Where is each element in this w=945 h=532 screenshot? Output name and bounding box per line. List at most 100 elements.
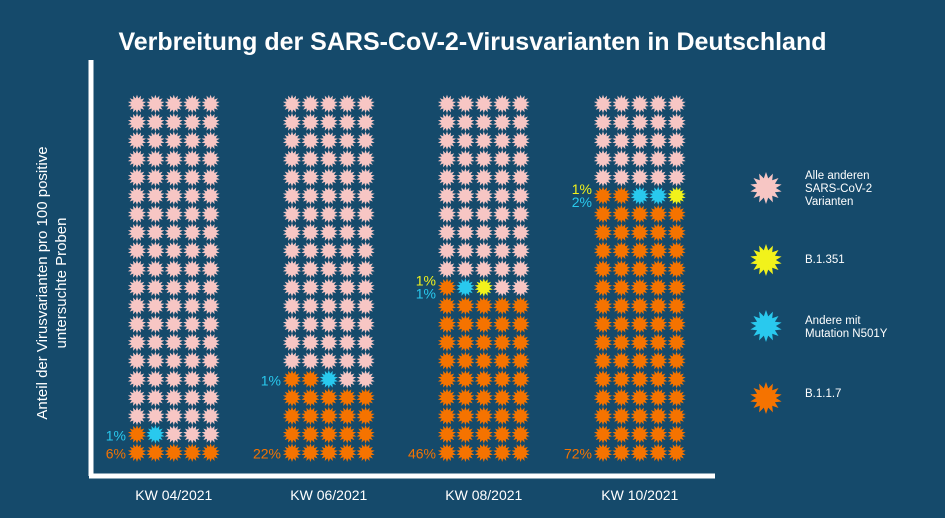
b117-virus-mark: [301, 369, 320, 389]
other-virus-mark: [301, 241, 320, 261]
other-virus-mark: [183, 259, 202, 279]
other-virus-mark: [127, 278, 147, 297]
other-virus-mark: [282, 113, 302, 132]
b1351-percent-label: 1%: [416, 273, 436, 289]
other-virus-mark: [146, 369, 165, 389]
other-virus-mark: [493, 241, 512, 261]
other-virus-mark: [437, 259, 457, 279]
other-virus-mark: [437, 131, 457, 150]
other-virus-mark: [301, 259, 320, 279]
other-virus-mark: [437, 186, 457, 206]
other-virus-mark: [338, 186, 357, 206]
other-virus-mark: [667, 113, 686, 132]
legend-label-n501y: Andere mit Mutation N501Y: [805, 315, 888, 340]
other-virus-mark: [319, 186, 338, 206]
b117-virus-mark: [630, 369, 649, 389]
b117-virus-mark: [456, 369, 475, 389]
other-virus-mark: [127, 241, 147, 261]
other-virus-mark: [356, 94, 375, 114]
other-virus-mark: [201, 259, 220, 279]
other-virus-mark: [356, 223, 375, 242]
n501y-virus-mark: [146, 425, 165, 444]
other-virus-mark: [201, 223, 220, 242]
other-virus-mark: [282, 223, 302, 242]
b117-virus-mark: [630, 296, 649, 316]
other-virus-mark: [356, 314, 375, 334]
other-virus-mark: [474, 241, 493, 261]
b117-virus-mark: [612, 223, 631, 242]
other-virus-mark: [511, 186, 530, 206]
other-virus-mark: [437, 241, 457, 261]
b117-virus-mark: [338, 388, 357, 407]
other-virus-mark: [183, 333, 202, 352]
other-virus-mark: [667, 168, 686, 187]
other-virus-mark: [164, 406, 183, 426]
other-virus-mark: [356, 259, 375, 279]
other-virus-mark: [456, 241, 475, 261]
b117-virus-mark: [319, 443, 338, 462]
b117-virus-mark: [612, 314, 631, 334]
b117-virus-mark: [301, 425, 320, 444]
b117-virus-mark: [456, 296, 475, 316]
other-virus-mark: [319, 351, 338, 371]
other-virus-mark: [338, 333, 357, 352]
other-virus-mark: [437, 149, 457, 169]
other-virus-mark: [338, 94, 357, 114]
other-virus-mark: [183, 388, 202, 407]
other-virus-mark: [201, 351, 220, 371]
other-virus-mark: [630, 131, 649, 150]
other-virus-mark: [511, 131, 530, 150]
other-virus-mark: [474, 113, 493, 132]
other-virus-mark: [338, 223, 357, 242]
b117-virus-mark: [301, 388, 320, 407]
b117-virus-mark: [630, 425, 649, 444]
b117-virus-mark: [511, 406, 530, 426]
b117-virus-mark: [164, 443, 183, 462]
other-virus-mark: [437, 204, 457, 224]
other-virus-mark: [301, 278, 320, 297]
other-virus-mark: [511, 168, 530, 187]
other-virus-mark: [146, 351, 165, 371]
other-virus-mark: [127, 168, 147, 187]
b117-virus-mark: [319, 406, 338, 426]
other-virus-mark: [183, 131, 202, 150]
b117-virus-mark: [282, 406, 302, 426]
other-virus-mark: [282, 259, 302, 279]
other-virus-mark: [649, 131, 668, 150]
other-virus-mark: [183, 186, 202, 206]
b117-virus-mark: [630, 241, 649, 261]
b117-virus-mark: [456, 425, 475, 444]
other-virus-mark: [301, 131, 320, 150]
b117-virus-mark: [319, 388, 338, 407]
other-virus-mark: [301, 204, 320, 224]
other-virus-mark: [146, 113, 165, 132]
legend-icon-n501y: [750, 310, 782, 342]
other-virus-mark: [474, 186, 493, 206]
other-virus-mark: [356, 168, 375, 187]
b117-virus-mark: [593, 223, 613, 242]
other-virus-mark: [282, 204, 302, 224]
other-virus-mark: [319, 259, 338, 279]
other-virus-mark: [146, 278, 165, 297]
b117-virus-mark: [437, 351, 457, 371]
b117-percent-label: 46%: [408, 446, 436, 462]
b117-virus-mark: [649, 278, 668, 297]
other-virus-mark: [127, 388, 147, 407]
b117-virus-mark: [456, 314, 475, 334]
b117-virus-mark: [630, 259, 649, 279]
other-virus-mark: [319, 94, 338, 114]
b117-virus-mark: [612, 333, 631, 352]
other-virus-mark: [164, 168, 183, 187]
other-virus-mark: [146, 333, 165, 352]
b117-virus-mark: [338, 425, 357, 444]
other-virus-mark: [667, 149, 686, 169]
b117-virus-mark: [649, 443, 668, 462]
b117-virus-mark: [667, 443, 686, 462]
b117-virus-mark: [649, 241, 668, 261]
n501y-virus-mark: [630, 186, 649, 206]
other-virus-mark: [301, 296, 320, 316]
other-virus-mark: [183, 204, 202, 224]
other-virus-mark: [630, 113, 649, 132]
b117-virus-mark: [649, 333, 668, 352]
other-virus-mark: [164, 425, 183, 444]
